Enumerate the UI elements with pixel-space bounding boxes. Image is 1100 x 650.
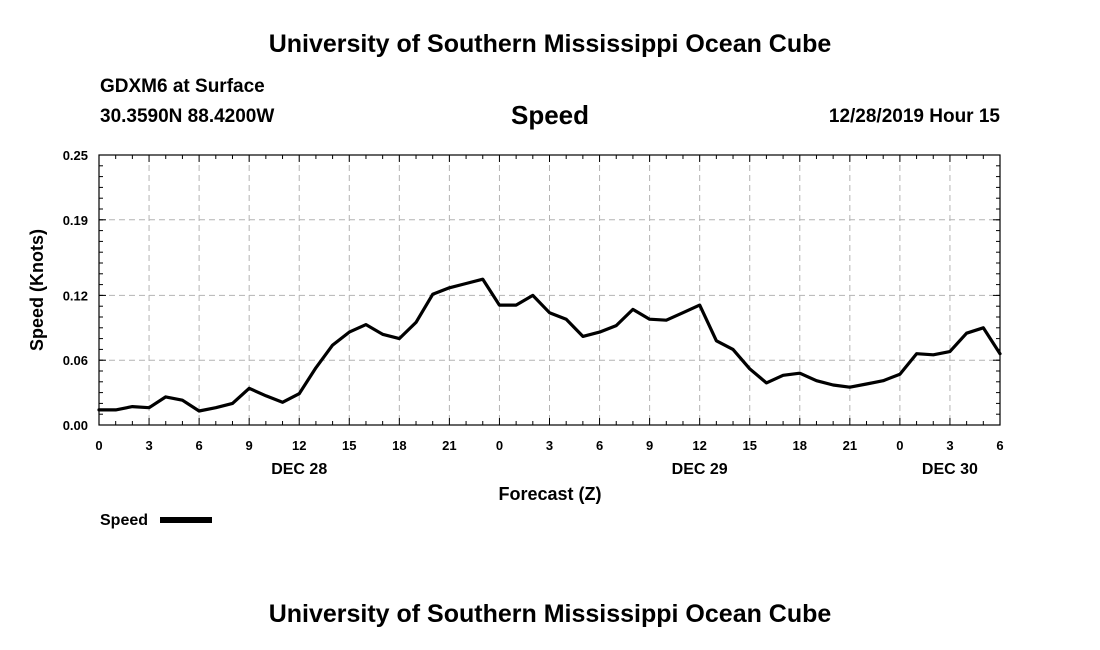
y-tick-label: 0.06 [63, 353, 88, 368]
x-tick-label: 12 [292, 438, 306, 453]
y-axis-title: Speed (Knots) [27, 229, 47, 351]
x-tick-label: 3 [946, 438, 953, 453]
legend: Speed [100, 512, 212, 529]
x-tick-label: 9 [646, 438, 653, 453]
speed-series-line [97, 277, 1002, 413]
y-tick-label: 0.12 [63, 288, 88, 303]
x-tick-label: 21 [843, 438, 857, 453]
axis-ticks [98, 154, 1001, 426]
y-tick-label: 0.00 [63, 418, 88, 433]
station-label: GDXM6 at Surface [100, 76, 265, 97]
plot-frame [98, 154, 1001, 426]
legend-label: Speed [100, 512, 148, 529]
x-tick-label: 21 [442, 438, 456, 453]
x-tick-label: 15 [342, 438, 356, 453]
x-tick-label: 12 [692, 438, 706, 453]
grid-lines [99, 155, 1000, 425]
x-date-label: DEC 30 [922, 461, 978, 478]
y-tick-label: 0.25 [63, 148, 88, 163]
page-title-bottom: University of Southern Mississippi Ocean… [268, 600, 832, 628]
x-tick-label: 18 [793, 438, 807, 453]
tick-labels: 0 3 6 9 12 15 18 21 0 3 6 9 12 15 18 21 0 3 6 0.00 0.06 0.12 0… [63, 148, 1004, 478]
x-tick-label: 3 [546, 438, 553, 453]
x-tick-label: 6 [996, 438, 1003, 453]
y-tick-label: 0.19 [63, 213, 88, 228]
x-tick-label: 0 [896, 438, 903, 453]
x-tick-label: 0 [496, 438, 503, 453]
x-axis-title: Forecast (Z) [498, 484, 601, 504]
x-tick-label: 6 [195, 438, 202, 453]
x-date-label: DEC 29 [672, 461, 728, 478]
x-tick-label: 3 [145, 438, 152, 453]
coordinates-label: 30.3590N 88.4200W [100, 106, 275, 127]
x-tick-label: 18 [392, 438, 406, 453]
x-tick-label: 0 [95, 438, 102, 453]
x-tick-label: 9 [246, 438, 253, 453]
x-date-label: DEC 28 [271, 461, 327, 478]
datetime-label: 12/28/2019 Hour 15 [828, 106, 1000, 127]
x-tick-label: 6 [596, 438, 603, 453]
x-tick-label: 15 [742, 438, 756, 453]
page-title-top: University of Southern Mississippi Ocean… [268, 30, 832, 58]
series-layer [97, 277, 1002, 413]
chart-title: Speed [510, 100, 590, 130]
